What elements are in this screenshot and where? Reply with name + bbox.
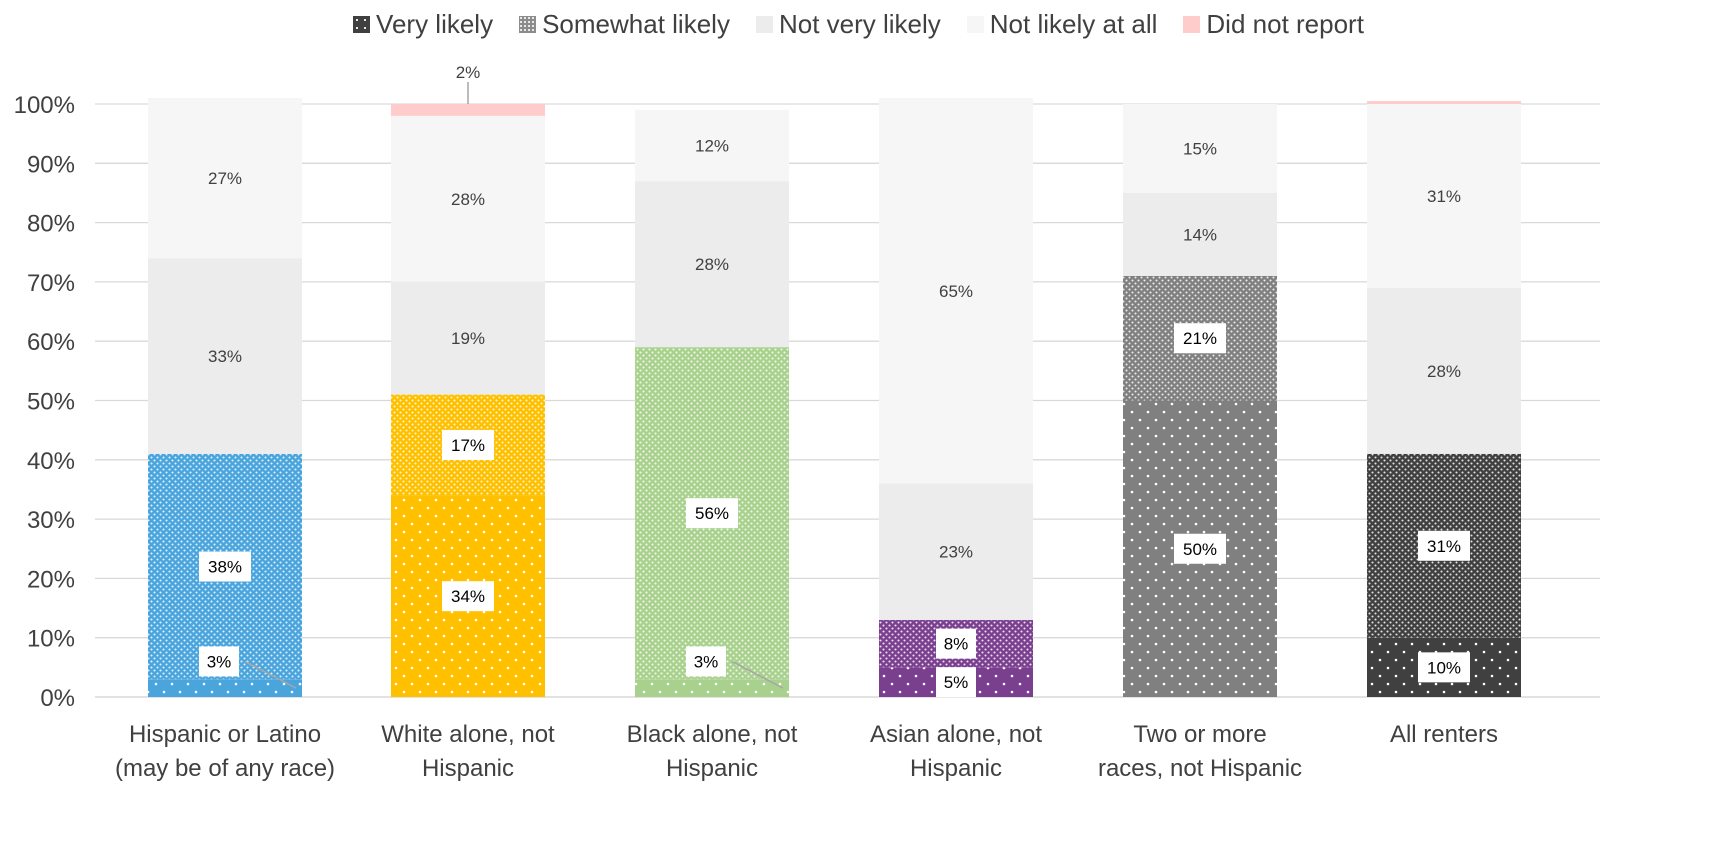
x-category-label: Hispanic or Latino xyxy=(129,721,321,748)
data-label: 28% xyxy=(695,255,729,274)
data-label-box xyxy=(686,646,726,677)
x-category-label: All renters xyxy=(1390,721,1498,748)
legend-label: Did not report xyxy=(1206,8,1364,39)
data-label-box xyxy=(686,498,738,529)
data-label: 27% xyxy=(208,169,242,188)
legend-item-not-very-likely: Not very likely xyxy=(755,8,941,40)
data-label: 14% xyxy=(1183,225,1217,244)
data-label-leader-line xyxy=(731,660,784,689)
data-label: 34% xyxy=(451,587,485,606)
y-tick-label: 90% xyxy=(27,151,75,178)
x-category-label: Hispanic xyxy=(422,755,514,782)
data-label-leader-line xyxy=(244,660,297,689)
y-tick-label: 20% xyxy=(27,566,75,593)
data-label: 23% xyxy=(939,543,973,562)
legend-label: Somewhat likely xyxy=(542,8,730,39)
data-label: 3% xyxy=(694,652,719,671)
bar-segment-texture xyxy=(635,679,789,697)
x-category-label: (may be of any race) xyxy=(115,755,335,782)
legend-swatch xyxy=(1183,15,1201,33)
y-tick-label: 70% xyxy=(27,270,75,297)
data-label-box xyxy=(1174,323,1226,354)
legend-item-somewhat-likely: Somewhat likely xyxy=(519,9,730,40)
data-label: 3% xyxy=(207,652,232,671)
y-tick-label: 10% xyxy=(27,626,75,653)
legend-swatch xyxy=(353,15,371,33)
data-label-box xyxy=(442,581,494,612)
legend-swatch xyxy=(755,15,773,33)
y-tick-label: 100% xyxy=(14,92,75,119)
y-tick-label: 80% xyxy=(27,211,75,238)
bar-segment-texture xyxy=(148,679,302,697)
data-label: 31% xyxy=(1427,187,1461,206)
x-category-label: races, not Hispanic xyxy=(1098,755,1302,782)
data-label-box xyxy=(199,646,239,677)
data-label: 50% xyxy=(1183,540,1217,559)
bar-segment-not-likely-at-all xyxy=(148,98,302,259)
data-label-box xyxy=(1174,533,1226,564)
bar-segment-did-not-report xyxy=(1367,101,1521,104)
bar-segment-did-not-report xyxy=(391,104,545,116)
data-label: 10% xyxy=(1427,658,1461,677)
data-label: 28% xyxy=(451,190,485,209)
x-category-label: Hispanic xyxy=(666,755,758,782)
legend-item-very-likely: Very likely xyxy=(353,9,493,40)
bar-segment-not-likely-at-all xyxy=(879,98,1033,484)
data-label: 65% xyxy=(939,282,973,301)
data-label: 38% xyxy=(208,558,242,577)
legend-swatch xyxy=(966,15,984,33)
data-label: 31% xyxy=(1427,537,1461,556)
bar-segment-not-likely-at-all xyxy=(391,115,545,282)
data-label: 8% xyxy=(944,635,969,654)
bar-segment-not-very-likely xyxy=(1367,287,1521,454)
data-label: 21% xyxy=(1183,329,1217,348)
data-label: 12% xyxy=(695,137,729,156)
data-label-box xyxy=(1418,530,1470,561)
legend-item-did-not-report: Did not report xyxy=(1183,9,1364,40)
x-category-label: Black alone, not xyxy=(627,721,798,748)
data-label-box xyxy=(1418,652,1470,683)
data-label: 5% xyxy=(944,673,969,692)
bar-segment-not-likely-at-all xyxy=(635,109,789,182)
bar-segment-not-likely-at-all xyxy=(1123,104,1277,193)
y-tick-label: 0% xyxy=(40,685,75,712)
legend-label: Very likely xyxy=(376,8,494,39)
y-tick-label: 40% xyxy=(27,448,75,475)
x-category-label: White alone, not xyxy=(381,721,555,748)
legend-label: Not likely at all xyxy=(989,8,1158,39)
chart-legend: Very likely Somewhat likely Not very likel… xyxy=(0,4,1717,44)
data-label: 15% xyxy=(1183,139,1217,158)
legend-item-not-likely-at-all: Not likely at all xyxy=(966,8,1158,40)
x-category-label: Hispanic xyxy=(910,755,1002,782)
data-label: 56% xyxy=(695,504,729,523)
legend-label: Not very likely xyxy=(778,8,941,39)
legend-swatch xyxy=(519,15,537,33)
data-label-box xyxy=(936,628,976,659)
data-label: 28% xyxy=(1427,362,1461,381)
bar-segment-not-very-likely xyxy=(1123,192,1277,276)
bar-segment-not-very-likely xyxy=(148,258,302,454)
data-label-box xyxy=(199,551,251,582)
bar-segment-not-very-likely xyxy=(391,281,545,395)
data-label: 19% xyxy=(451,329,485,348)
data-label: 33% xyxy=(208,347,242,366)
bar-segment-not-likely-at-all xyxy=(1367,104,1521,288)
data-label: 17% xyxy=(451,436,485,455)
data-label-box xyxy=(936,667,976,698)
x-category-label: Asian alone, not xyxy=(870,721,1042,748)
y-tick-label: 50% xyxy=(27,389,75,416)
bar-segment-not-very-likely xyxy=(635,181,789,348)
data-label: 2% xyxy=(456,63,481,82)
y-tick-label: 60% xyxy=(27,329,75,356)
x-category-label: Two or more xyxy=(1133,721,1266,748)
data-label-box xyxy=(442,429,494,460)
bar-segment-not-very-likely xyxy=(879,483,1033,620)
y-tick-label: 30% xyxy=(27,507,75,534)
